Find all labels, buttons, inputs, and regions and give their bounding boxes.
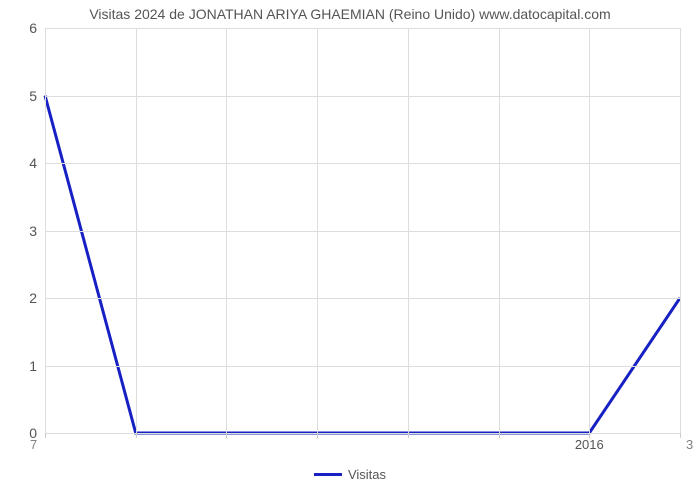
legend-swatch bbox=[314, 473, 342, 476]
grid-line-h bbox=[45, 231, 680, 232]
ytick-label: 2 bbox=[29, 290, 37, 306]
xtick-mark bbox=[317, 433, 318, 438]
grid-line-v bbox=[408, 28, 409, 433]
corner-label-bottom-left: 7 bbox=[30, 437, 37, 452]
grid-line-v bbox=[499, 28, 500, 433]
corner-label-bottom-right: 3 bbox=[686, 437, 693, 452]
grid-line-v bbox=[45, 28, 46, 433]
ytick-label: 6 bbox=[29, 20, 37, 36]
ytick-label: 1 bbox=[29, 358, 37, 374]
ytick-label: 5 bbox=[29, 88, 37, 104]
grid-line-v bbox=[317, 28, 318, 433]
xtick-mark bbox=[408, 433, 409, 438]
grid-line-v bbox=[226, 28, 227, 433]
plot-area: 01234562016 bbox=[45, 28, 680, 433]
grid-line-h bbox=[45, 28, 680, 29]
xtick-mark bbox=[499, 433, 500, 438]
grid-line-h bbox=[45, 366, 680, 367]
legend-label: Visitas bbox=[348, 467, 386, 482]
xtick-label: 2016 bbox=[575, 437, 604, 452]
chart-title: Visitas 2024 de JONATHAN ARIYA GHAEMIAN … bbox=[0, 6, 700, 22]
grid-line-h bbox=[45, 298, 680, 299]
grid-line-v bbox=[589, 28, 590, 433]
xtick-mark bbox=[136, 433, 137, 438]
xtick-mark bbox=[680, 433, 681, 438]
grid-line-h bbox=[45, 96, 680, 97]
ytick-label: 3 bbox=[29, 223, 37, 239]
grid-line-h bbox=[45, 163, 680, 164]
xtick-mark bbox=[226, 433, 227, 438]
xtick-mark bbox=[45, 433, 46, 438]
grid-line-v bbox=[136, 28, 137, 433]
ytick-label: 4 bbox=[29, 155, 37, 171]
legend: Visitas bbox=[314, 467, 386, 482]
grid-line-h bbox=[45, 433, 680, 434]
chart-container: Visitas 2024 de JONATHAN ARIYA GHAEMIAN … bbox=[0, 0, 700, 500]
grid-line-v bbox=[680, 28, 681, 433]
